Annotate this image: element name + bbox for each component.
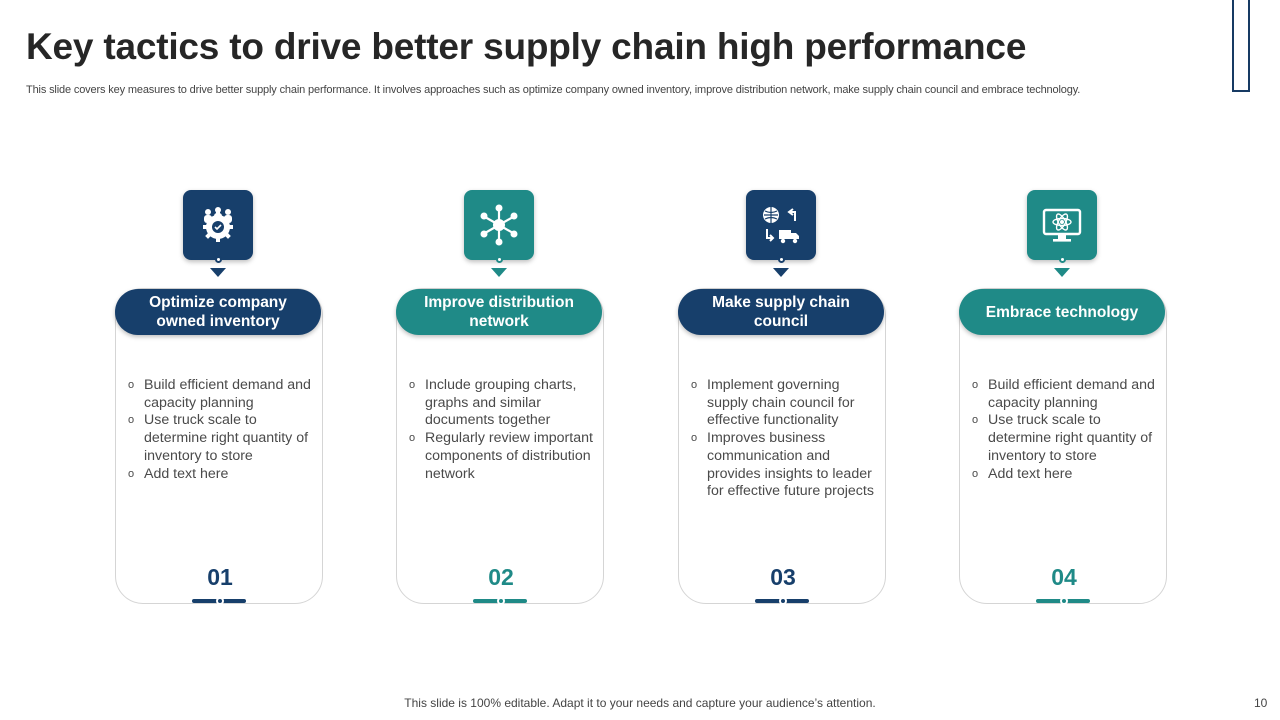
bullet-item: o Regularly review important components o… (409, 430, 593, 482)
pointer-arrow (210, 268, 226, 277)
connector-dot (496, 256, 503, 263)
number-dot (1060, 597, 1068, 605)
connector-dot (778, 256, 785, 263)
bullet-item: o Build efficient demand and capacity pla… (972, 377, 1155, 411)
card-header: Make supply chain council (678, 289, 884, 335)
slide-subtitle: This slide covers key measures to drive … (26, 84, 1081, 96)
monitor-atom-icon (1027, 190, 1097, 260)
bullet-list: o Build efficient demand and capacity pla… (972, 377, 1158, 483)
card-header: Optimize company owned inventory (115, 289, 321, 335)
pointer-arrow (491, 268, 507, 277)
bullet-item: o Add text here (972, 465, 1073, 482)
card-body: Make supply chain council o Implement gov… (678, 288, 886, 605)
pointer-arrow (773, 268, 789, 277)
card-body: Embrace technology o Build efficient dema… (959, 288, 1167, 605)
card-header: Improve distribution network (396, 289, 602, 335)
bullet-list: o Build efficient demand and capacity pla… (128, 377, 314, 483)
tactic-card-2: Improve distribution network o Include gr… (396, 190, 604, 605)
corner-accent-frame (1232, 0, 1250, 92)
card-number: 03 (770, 564, 796, 590)
tactic-card-3: Make supply chain council o Implement gov… (678, 190, 886, 605)
slide-footer: This slide is 100% editable. Adapt it to… (404, 696, 876, 710)
number-dot (779, 597, 787, 605)
global-shipping-icon (746, 190, 816, 260)
bullet-item: o Use truck scale to determine right quan… (972, 412, 1153, 464)
card-header: Embrace technology (959, 289, 1165, 335)
team-gear-icon (183, 190, 253, 260)
card-body: Improve distribution network o Include gr… (396, 288, 604, 605)
number-dot (497, 597, 505, 605)
bullet-item: o Improves business communication and pro… (691, 430, 874, 500)
bullet-item: o Add text here (128, 465, 229, 482)
pointer-arrow (1054, 268, 1070, 277)
slide-title: Key tactics to drive better supply chain… (26, 26, 1027, 67)
card-number: 02 (488, 564, 514, 590)
connector-dot (1059, 256, 1066, 263)
bullet-list: o Include grouping charts, graphs and sim… (409, 377, 595, 483)
number-dot (216, 597, 224, 605)
tactic-card-1: Optimize company owned inventory o Build … (115, 190, 323, 605)
connector-dot (215, 256, 222, 263)
bullet-item: o Implement governing supply chain counci… (691, 377, 855, 429)
card-number: 04 (1051, 564, 1077, 590)
card-number: 01 (207, 564, 233, 590)
bullet-item: o Include grouping charts, graphs and sim… (409, 377, 577, 429)
tactic-card-4: Embrace technology o Build efficient dema… (959, 190, 1167, 605)
network-hub-icon (464, 190, 534, 260)
bullet-list: o Implement governing supply chain counci… (691, 377, 877, 501)
bullet-item: o Use truck scale to determine right quan… (128, 412, 309, 464)
bullet-item: o Build efficient demand and capacity pla… (128, 377, 311, 411)
card-body: Optimize company owned inventory o Build … (115, 288, 323, 605)
page-number: 10 (1254, 696, 1268, 710)
